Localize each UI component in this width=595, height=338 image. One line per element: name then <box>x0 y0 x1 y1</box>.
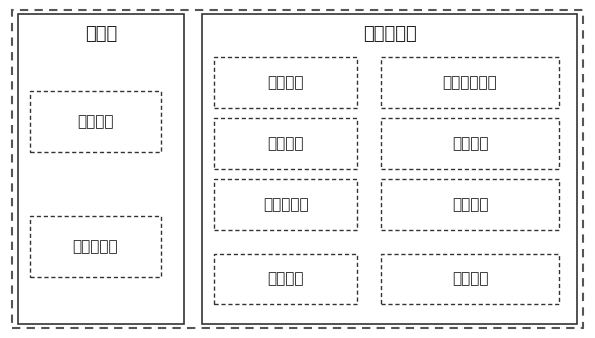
Bar <box>18 14 184 324</box>
Bar <box>214 179 357 230</box>
Bar <box>214 57 357 108</box>
Bar <box>214 254 357 304</box>
Text: 充电座: 充电座 <box>85 25 117 43</box>
Text: 控制模块: 控制模块 <box>267 271 304 286</box>
Bar <box>214 118 357 169</box>
Text: 红外发射头: 红外发射头 <box>73 239 118 254</box>
Text: 存储模块: 存储模块 <box>452 271 488 286</box>
Bar <box>202 14 577 324</box>
Text: 受电极片: 受电极片 <box>267 75 304 90</box>
Bar <box>30 91 161 152</box>
Text: 执行机构: 执行机构 <box>452 197 488 212</box>
Bar <box>381 179 559 230</box>
Text: 红外接收头: 红外接收头 <box>263 197 308 212</box>
Bar <box>381 57 559 108</box>
Bar <box>381 254 559 304</box>
Text: 电量监控模块: 电量监控模块 <box>443 75 497 90</box>
Text: 激光雷达: 激光雷达 <box>267 136 304 151</box>
Text: 移动机器人: 移动机器人 <box>363 25 416 43</box>
Text: 充电极片: 充电极片 <box>77 114 114 129</box>
Bar <box>381 118 559 169</box>
Bar <box>30 216 161 277</box>
Text: 电源模块: 电源模块 <box>452 136 488 151</box>
